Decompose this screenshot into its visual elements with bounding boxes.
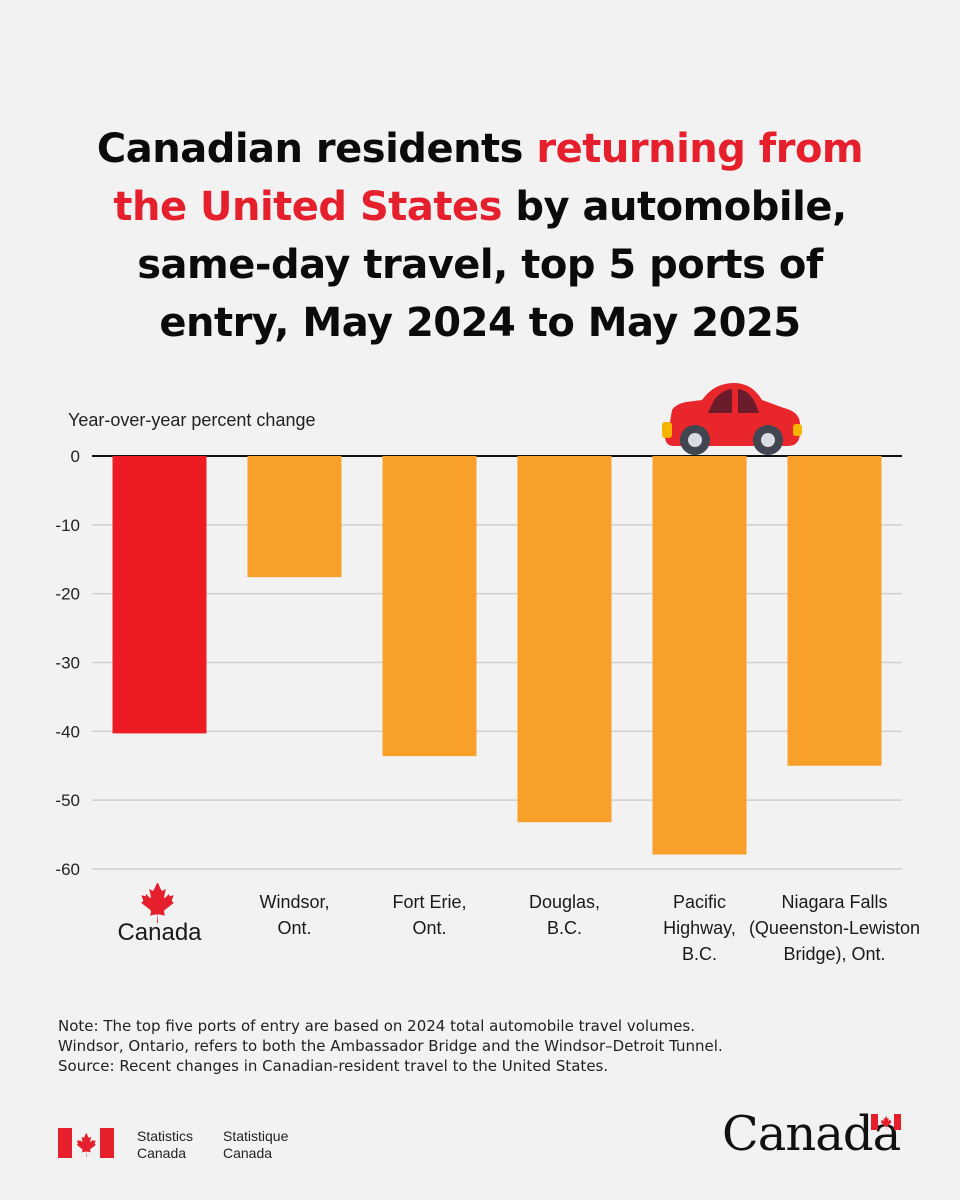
title-highlight-1: returning from xyxy=(536,126,864,172)
category-label: Pacific Highway, B.C. xyxy=(663,892,736,964)
chart-title: Canadian residents returning from the Un… xyxy=(40,120,920,352)
category-label: Fort Erie, Ont. xyxy=(392,892,466,938)
car-icon xyxy=(662,383,802,455)
category-labels: Canada Windsor, Ont. Fort Erie, Ont. Douglas,… xyxy=(117,892,920,964)
statcan-en: Statistics Canada xyxy=(137,1128,193,1162)
bar-chart: 0 -10 -20 -30 -40 -50 -60 Canada Windsor, Ont. Fo… xyxy=(55,383,920,964)
title-line3: same-day travel, top 5 ports of xyxy=(137,242,823,288)
note-line: Note: The top five ports of entry are ba… xyxy=(58,1017,696,1035)
title-part2: by automobile, xyxy=(501,184,847,230)
title-line4: entry, May 2024 to May 2025 xyxy=(159,300,801,346)
y-tick-label: -60 xyxy=(55,860,80,879)
y-tick-label: -30 xyxy=(55,654,80,673)
note-line: Windsor, Ontario, refers to both the Amb… xyxy=(58,1037,723,1055)
bar xyxy=(382,456,477,757)
bar xyxy=(247,456,342,578)
y-axis-label: Year-over-year percent change xyxy=(68,410,316,430)
bar xyxy=(112,456,207,734)
y-tick-label: -10 xyxy=(55,516,80,535)
maple-leaf-icon xyxy=(141,883,174,924)
canada-flag-icon xyxy=(58,1128,114,1158)
statcan-fr: Statistique Canada xyxy=(223,1128,288,1162)
statcan-fr-line2: Canada xyxy=(223,1145,273,1161)
title-part1: Canadian residents xyxy=(96,126,537,172)
statcan-fr-line1: Statistique xyxy=(223,1128,289,1144)
y-tick-label: -50 xyxy=(55,791,80,810)
statcan-en-line1: Statistics xyxy=(137,1128,194,1144)
y-tick-label: -20 xyxy=(55,585,80,604)
category-label: Canada xyxy=(117,919,202,946)
bar xyxy=(787,456,882,766)
y-tick-label: 0 xyxy=(71,447,80,466)
statcan-en-line2: Canada xyxy=(137,1145,187,1161)
y-tick-label: -40 xyxy=(55,722,80,741)
category-label: Douglas, B.C. xyxy=(529,892,600,938)
source-line: Source: Recent changes in Canadian-resid… xyxy=(58,1057,609,1075)
notes: Note: The top five ports of entry are ba… xyxy=(58,1016,918,1076)
wordmark-flag-icon xyxy=(871,1114,901,1130)
grid-lines xyxy=(92,455,902,870)
category-label: Niagara Falls (Queenston-Lewiston Bridge),… xyxy=(749,892,920,964)
category-label: Windsor, Ont. xyxy=(259,892,329,938)
bar xyxy=(517,456,612,823)
y-ticks: 0 -10 -20 -30 -40 -50 -60 xyxy=(55,447,80,879)
title-highlight-2: the United States xyxy=(113,184,502,230)
bar xyxy=(652,456,747,855)
bars xyxy=(112,456,882,855)
